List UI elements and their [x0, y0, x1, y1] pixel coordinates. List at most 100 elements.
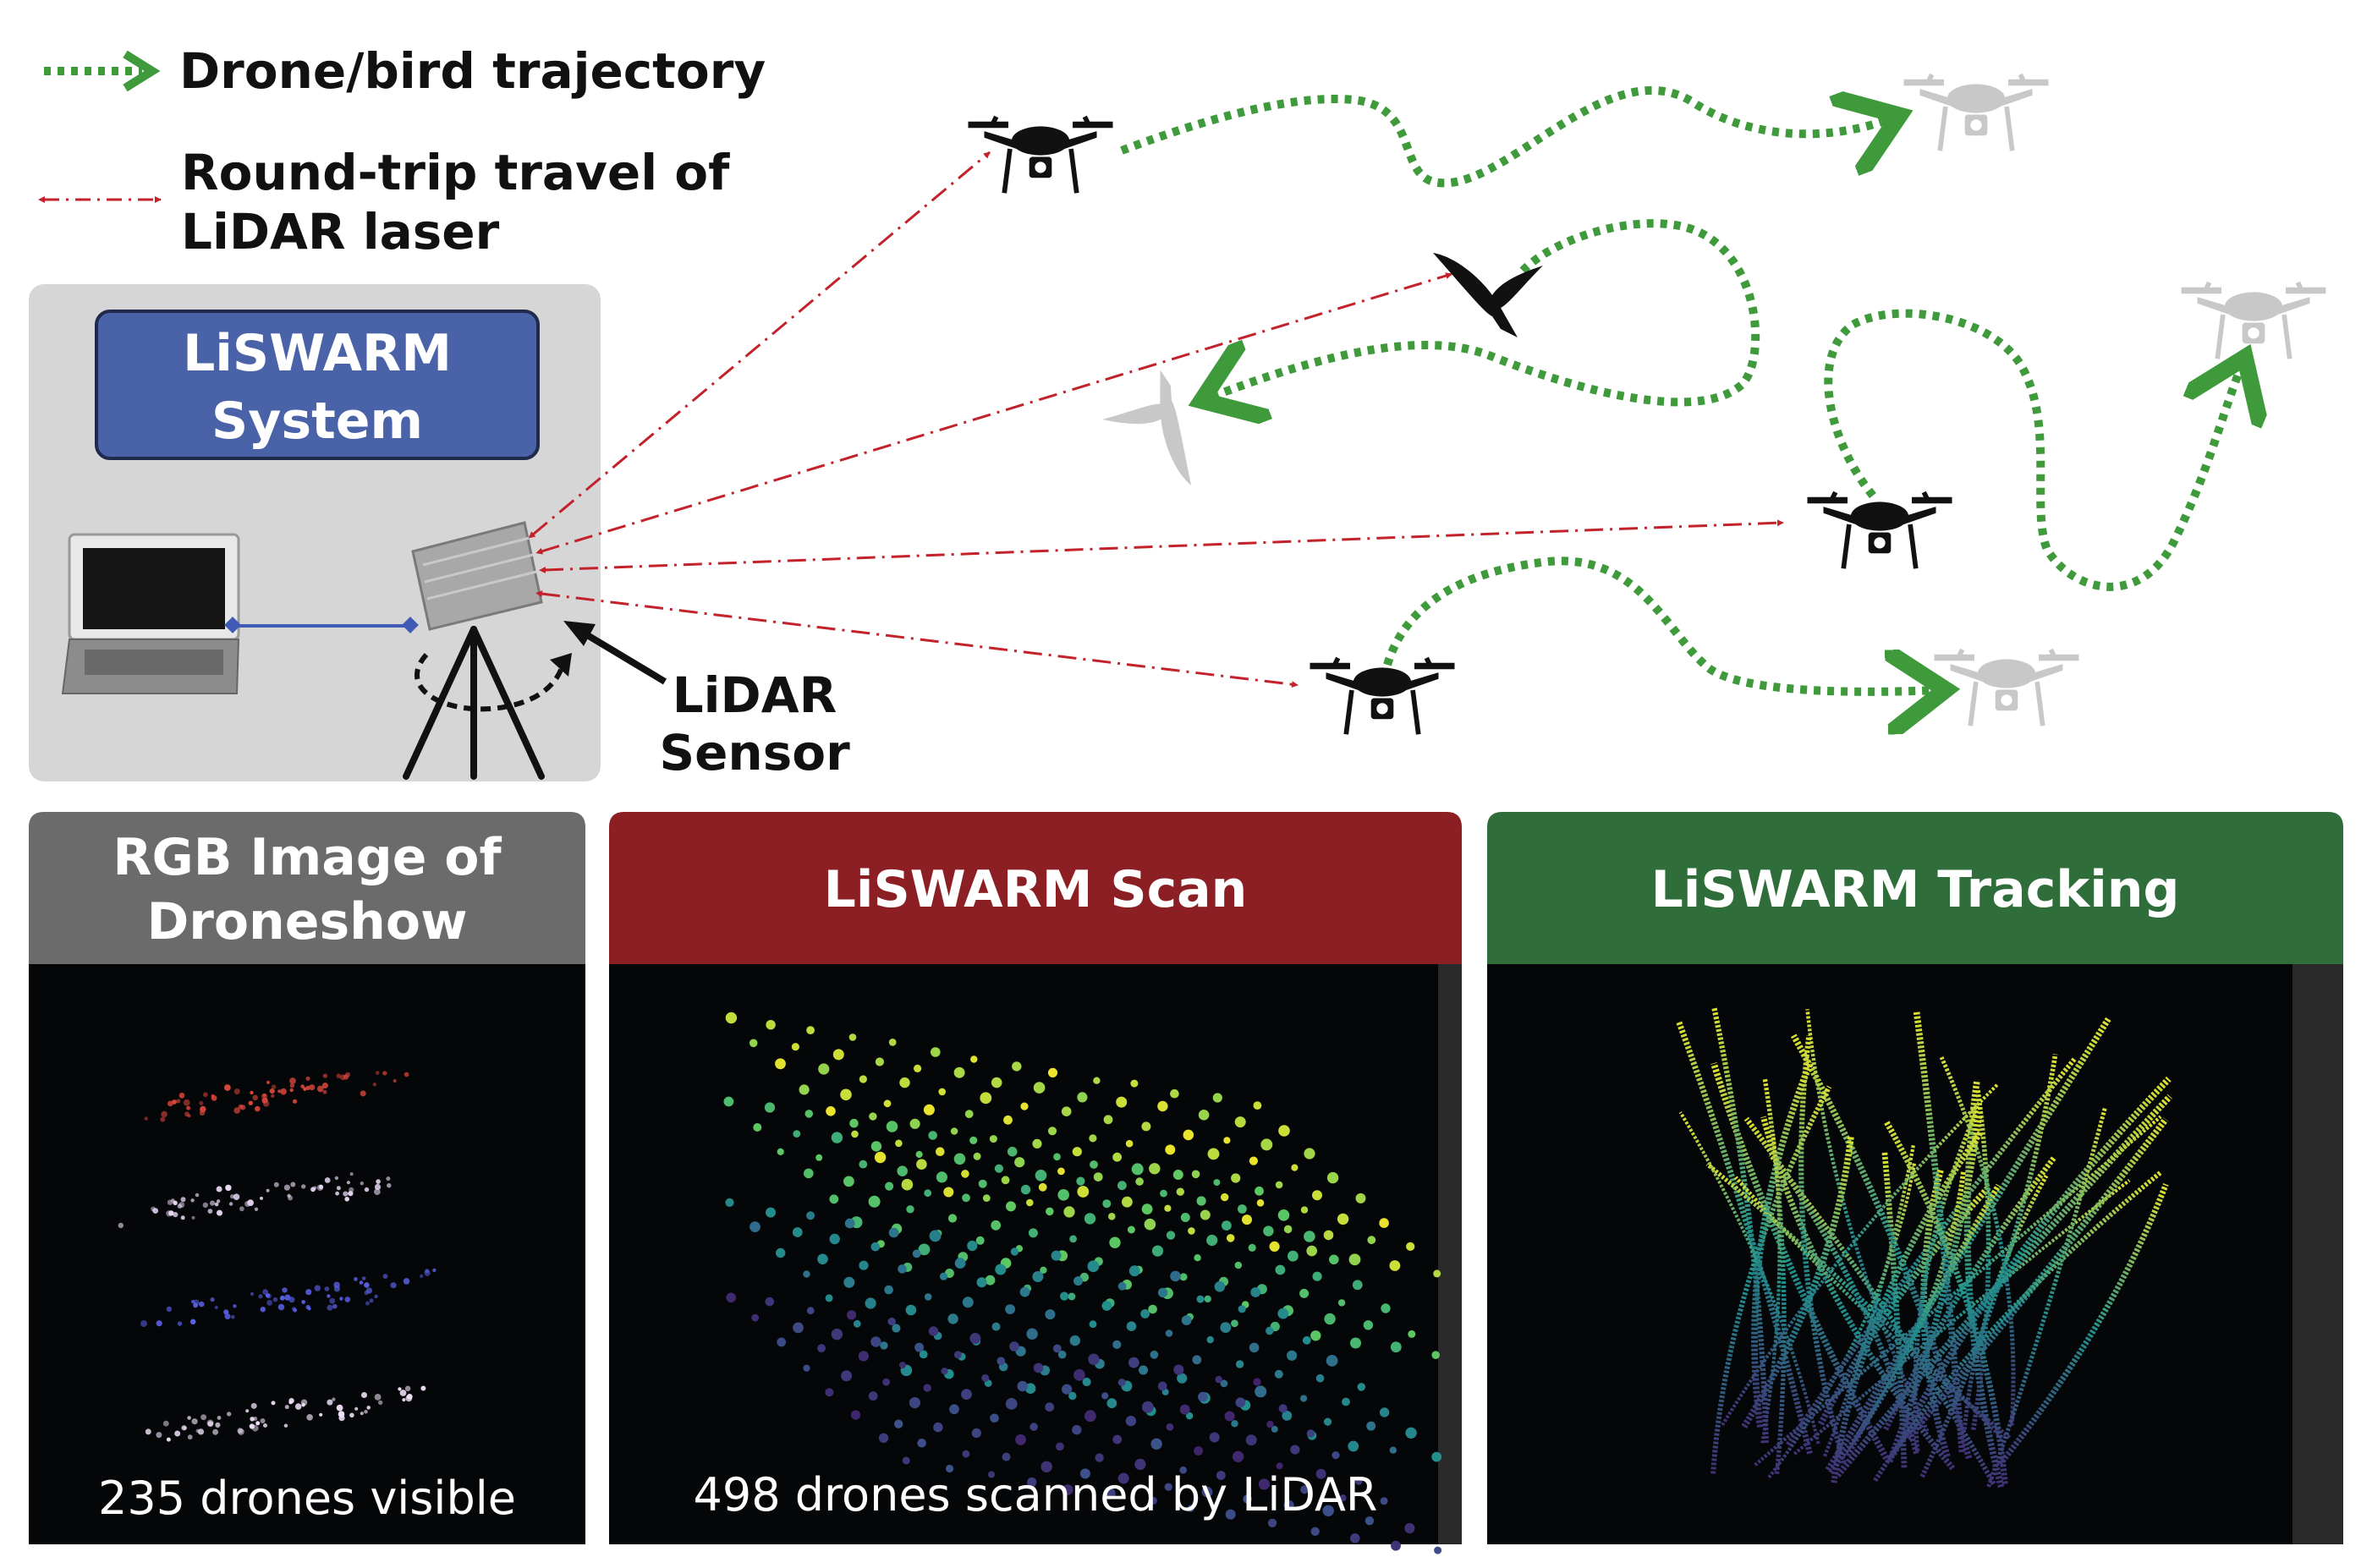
scan-point: [1253, 1101, 1262, 1110]
tracking-streak: [1767, 1162, 1917, 1479]
rgb-drone-light: [310, 1187, 316, 1192]
rgb-drone-light: [203, 1092, 208, 1098]
rgb-drone-light: [272, 1297, 278, 1302]
rgb-drone-light: [224, 1313, 231, 1319]
rgb-drone-light: [199, 1100, 204, 1105]
scan-point: [1140, 1309, 1150, 1319]
scan-point: [1214, 1281, 1226, 1292]
trajectory-legend-label: Drone/bird trajectory: [179, 42, 766, 100]
scan-point: [723, 1096, 734, 1107]
laser-paths: [528, 151, 1784, 688]
tracking-streak: [1890, 1076, 2172, 1456]
scan-point: [1322, 1505, 1334, 1517]
scan-point: [1300, 1206, 1309, 1214]
scan-point: [1117, 1379, 1126, 1387]
scan-point: [962, 1193, 970, 1203]
scan-point: [1323, 1230, 1334, 1241]
scan-point: [1188, 1227, 1195, 1235]
scan-point: [969, 1333, 981, 1344]
scan-point: [888, 1039, 897, 1046]
scan-point: [961, 1170, 969, 1178]
scan-point: [1220, 1322, 1232, 1333]
scan-point: [1231, 1319, 1238, 1328]
scan-point: [829, 1194, 839, 1204]
rgb-drone-light: [214, 1305, 218, 1309]
scan-point: [1231, 1420, 1238, 1428]
scan-point: [1367, 1236, 1376, 1245]
rgb-drone-light: [404, 1385, 411, 1392]
scan-point: [894, 1419, 903, 1428]
scan-point: [1315, 1468, 1326, 1479]
scan-point: [1053, 1153, 1061, 1161]
scan-point: [868, 1391, 878, 1401]
rgb-drone-light: [382, 1274, 388, 1279]
scan-point: [917, 1439, 926, 1448]
scan-point: [928, 1131, 937, 1140]
rgb-drone-light: [166, 1306, 173, 1313]
scan-point: [1431, 1451, 1442, 1462]
scan-point: [914, 1342, 925, 1352]
scan-point: [1221, 1192, 1229, 1202]
rgb-drone-light: [202, 1202, 208, 1209]
rgb-drone-light: [144, 1116, 148, 1121]
scan-point: [936, 1147, 945, 1156]
scan-point: [931, 1047, 941, 1057]
scan-point: [870, 1141, 882, 1152]
scan-point: [1103, 1115, 1113, 1125]
rgb-drone-light: [180, 1197, 186, 1203]
rgb-drone-light: [271, 1084, 277, 1089]
rgb-drone-light: [245, 1409, 250, 1413]
scan-point: [1045, 1309, 1056, 1320]
scan-point: [1026, 1328, 1038, 1340]
scan-point: [991, 1322, 1001, 1331]
scan-point: [1077, 1092, 1088, 1103]
scan-point: [1326, 1171, 1339, 1184]
scan-point: [840, 1088, 852, 1101]
scan-point: [975, 1236, 985, 1245]
scan-point: [870, 1336, 881, 1347]
scan-point: [1104, 1488, 1116, 1499]
scan-point: [915, 1150, 923, 1159]
scan-point: [1032, 1271, 1044, 1282]
rgb-drone-light: [289, 1077, 296, 1084]
scan-point: [1139, 1365, 1148, 1375]
scan-point: [1157, 1287, 1168, 1298]
scan-point: [874, 1151, 887, 1164]
rgb-drone-light: [200, 1414, 207, 1421]
scan-point: [859, 1075, 867, 1083]
scan-point: [1275, 1181, 1283, 1189]
scan-point: [1278, 1125, 1290, 1137]
scan-point: [1033, 1082, 1046, 1094]
scan-point: [1283, 1499, 1294, 1510]
scan-point: [1007, 1146, 1018, 1157]
tracking-streak: [1710, 1085, 1832, 1474]
rgb-drone-light: [266, 1293, 272, 1299]
rgb-drone-light: [189, 1319, 196, 1325]
scan-point: [943, 1187, 954, 1198]
tracking-streak: [1768, 1153, 1996, 1486]
rgb-drone-light: [191, 1418, 198, 1425]
scan-point: [1255, 1186, 1264, 1196]
rgb-drone-light: [177, 1321, 183, 1326]
scan-point: [1165, 1144, 1176, 1155]
rgb-drone-light: [374, 1394, 382, 1401]
scan-point: [1087, 1260, 1100, 1273]
rgb-drone-light: [289, 1088, 294, 1093]
scan-point: [817, 1344, 826, 1352]
rgb-drone-light: [217, 1209, 222, 1216]
scan-point: [1312, 1190, 1322, 1201]
scan-point: [749, 1221, 760, 1232]
scan-point: [1030, 1423, 1038, 1431]
scan-point: [1213, 1179, 1221, 1187]
scan-point: [1141, 1401, 1154, 1413]
scan-point: [1148, 1304, 1157, 1314]
rgb-drone-light: [316, 1184, 324, 1192]
scan-point: [1060, 1291, 1069, 1301]
rgb-drone-light: [250, 1417, 255, 1422]
tracking-streak: [1920, 1168, 1951, 1458]
scan-point: [1012, 1061, 1022, 1072]
scan-point: [1224, 1411, 1235, 1422]
rgb-drone-light: [277, 1089, 282, 1094]
scan-point: [909, 1397, 920, 1409]
